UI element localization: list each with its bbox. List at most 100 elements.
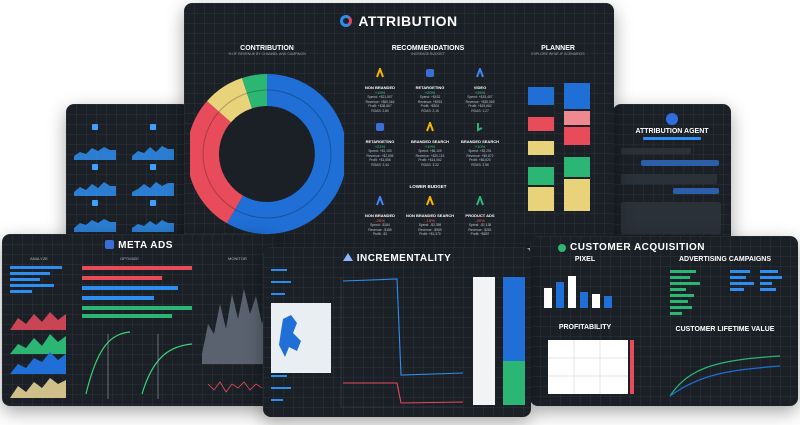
attribution-panel: ATTRIBUTION CONTRIBUTION % OF REVENUE BY… — [184, 3, 614, 248]
rec-card[interactable]: VIDEO +25% Spend: +$15,407 Revenue: +$35… — [456, 66, 504, 113]
rec-revenue: Revenue: +$933 — [417, 99, 443, 104]
optimize-bar — [82, 306, 192, 310]
meta-ads-title-row: META ADS — [2, 240, 276, 251]
rec-revenue: Revenue: +$60,064 — [365, 99, 395, 104]
rec-pct: +21% — [374, 144, 386, 149]
rec-name: BRANDED SEARCH — [410, 139, 449, 144]
acquisition-charts — [544, 270, 782, 397]
rec-card[interactable]: NON BRANDED -25% Spend: -$184 Revenue: -… — [356, 194, 404, 237]
google-ads-icon — [476, 66, 484, 78]
rec-name: NON BRANDED — [365, 85, 395, 90]
rec-revenue: Revenue: +$9,872 — [466, 153, 494, 158]
rec-spend: Spend: +$432 — [419, 95, 441, 99]
incrementality-panel: INCREMENTALITY — [263, 247, 531, 417]
response-curve — [141, 343, 193, 395]
profitability-title: PROFITABILITY — [558, 324, 612, 331]
rec-roas: ROAS: 2.56 — [471, 162, 489, 167]
rec-card[interactable]: PRODUCT ADS -20% Spend: -$1,138 Revenue:… — [456, 194, 504, 237]
campaign-bars — [670, 270, 782, 315]
rec-profit: Profit: +$1,656 — [369, 158, 391, 163]
rec-roas: ROAS: 1.27 — [471, 108, 489, 113]
google-ads-icon — [376, 66, 384, 78]
rec-name: NON BRANDED — [365, 213, 395, 218]
rec-roas: ROAS: 2.16 — [421, 108, 439, 113]
rec-revenue: Revenue: -$185 — [368, 227, 392, 232]
rec-profit: Profit: +$6,620 — [469, 158, 491, 163]
rec-revenue: Revenue: +$20,115 — [415, 153, 445, 158]
rec-roas: ROAS: 2.80 — [371, 108, 389, 113]
lift-bar-test — [503, 277, 525, 361]
meta-ads-title: META ADS — [118, 240, 173, 251]
rec-profit: Profit: +$38,867 — [368, 104, 392, 109]
rec-profit: Profit: +$857 — [470, 232, 490, 237]
attribution-title: ATTRIBUTION — [358, 13, 458, 29]
chat-message — [641, 160, 719, 166]
analyze-bars — [10, 266, 62, 293]
chat-message — [621, 148, 691, 154]
advertising-campaigns-title: ADVERTISING CAMPAIGNS — [678, 256, 772, 263]
analyze-area-chart — [10, 312, 66, 330]
channel-sparkline-dashboard — [66, 104, 190, 242]
rec-name: RETARGETING — [415, 85, 445, 90]
customer-acquisition-title: CUSTOMER ACQUISITION — [570, 242, 706, 253]
incrementality-title-row: INCREMENTALITY — [263, 253, 531, 264]
bing-icon — [477, 123, 483, 132]
meta-icon — [376, 123, 384, 131]
lift-bar-incremental — [503, 361, 525, 405]
profitability-table — [548, 340, 634, 394]
rec-pct: +10% — [474, 144, 486, 149]
clv-curve — [669, 365, 781, 397]
optimize-bar — [82, 296, 154, 300]
rec-profit: Profit: +$1,370 — [419, 232, 441, 237]
rec-revenue: Revenue: +$35,069 — [465, 99, 495, 104]
rec-revenue: Revenue: +$2,806 — [366, 153, 394, 158]
attribution-logo-icon — [340, 15, 353, 27]
donut-slice — [242, 73, 267, 109]
agent-logo — [613, 112, 731, 130]
rec-card[interactable]: RETARGETING +20% Spend: +$432 Revenue: +… — [406, 67, 454, 113]
planner-section: PLANNER EXPLORE WHAT-IF SCENARIOS — [508, 45, 608, 56]
agent-subtitle-bar — [643, 137, 701, 140]
channel-sparklines — [74, 124, 174, 232]
analyze-area-chart — [10, 334, 66, 354]
agent-icon — [666, 113, 678, 125]
pixel-bar — [556, 282, 564, 308]
attribution-agent-panel: ATTRIBUTION AGENT — [613, 104, 731, 244]
monitor-area-chart — [202, 289, 268, 364]
optimize-label: OPTIMIZE — [120, 256, 139, 261]
rec-card[interactable]: BRANDED SEARCH +10% Spend: +$3,251 Reven… — [456, 121, 504, 167]
rec-card[interactable]: NON BRANDED SEARCH -15% Spend: -$2,359 R… — [406, 194, 454, 237]
test-region — [279, 315, 301, 357]
google-ads-icon — [426, 194, 434, 206]
acquisition-icon — [558, 244, 566, 252]
rec-name: BRANDED SEARCH — [460, 139, 499, 144]
rec-spend: Spend: -$2,359 — [418, 223, 442, 227]
rec-spend: Spend: -$184 — [370, 223, 390, 227]
rec-pct: -20% — [475, 218, 485, 223]
rec-name: RETARGETING — [365, 139, 395, 144]
google-ads-icon — [426, 120, 434, 132]
donut-slice — [207, 78, 252, 123]
rec-card[interactable]: NON BRANDED +15% Spend: +$21,507 Revenue… — [356, 66, 404, 113]
google-ads-icon — [476, 194, 484, 206]
rec-roas: ROAS: 3.32 — [421, 162, 439, 167]
rec-card[interactable]: RETARGETING +21% Spend: +$1,150 Revenue:… — [356, 121, 404, 167]
rec-profit: Profit: -$1 — [372, 232, 388, 237]
pixel-bar — [604, 296, 612, 308]
lower-budget-label: LOWER BUDGET — [409, 184, 447, 189]
google-ads-icon — [376, 194, 384, 206]
incrementality-line-control — [343, 382, 464, 404]
contribution-title: CONTRIBUTION — [240, 45, 294, 52]
rec-spend: Spend: +$6,105 — [418, 149, 442, 153]
attribution-title-row: ATTRIBUTION — [184, 13, 614, 29]
planner-title: PLANNER — [541, 45, 575, 52]
rec-profit: Profit: +$501 — [420, 104, 440, 109]
increase-budget-label: INCREASE BUDGET — [411, 52, 445, 56]
incrementality-icon — [342, 253, 353, 261]
rec-spend: Spend: +$1,150 — [368, 149, 392, 153]
rec-card[interactable]: BRANDED SEARCH +19% Spend: +$6,105 Reven… — [406, 120, 454, 167]
chat-message — [621, 174, 717, 184]
chat-message — [673, 188, 719, 194]
lift-bar-baseline — [473, 277, 495, 405]
